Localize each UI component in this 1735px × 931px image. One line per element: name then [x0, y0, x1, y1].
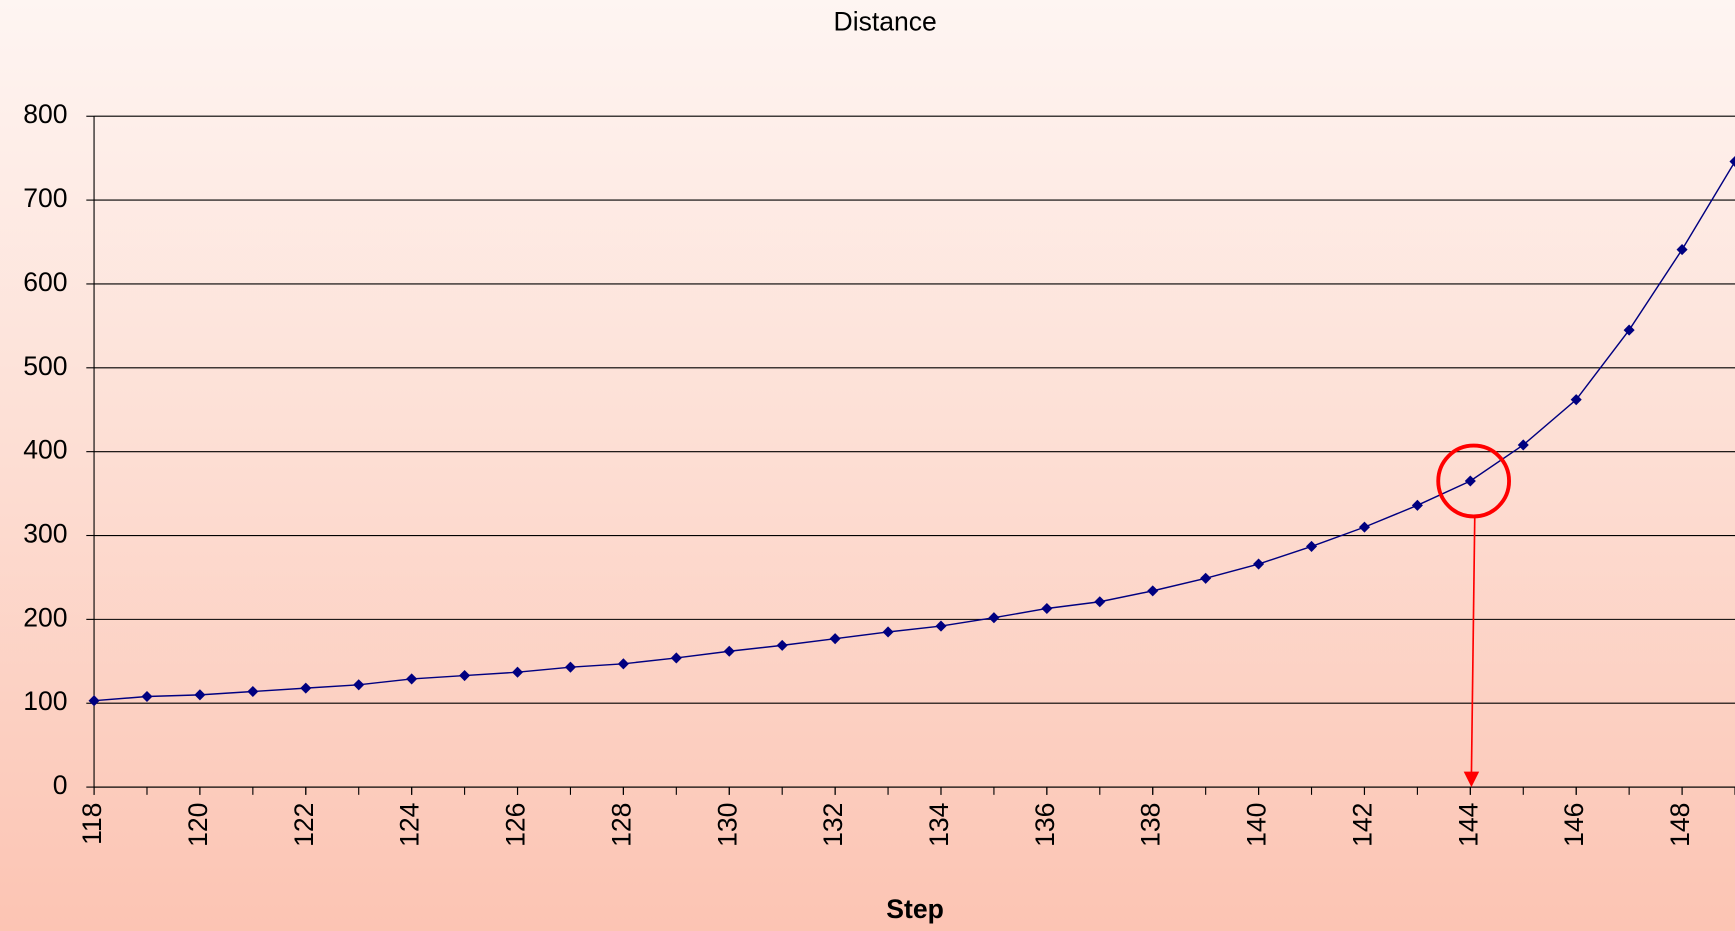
data-point	[141, 690, 153, 703]
y-tick-label: 0	[53, 770, 68, 800]
data-point	[1147, 585, 1159, 597]
data-point	[670, 652, 682, 664]
x-tick-label: 142	[1347, 803, 1377, 847]
data-point	[88, 695, 100, 707]
data-point	[1358, 521, 1370, 533]
y-tick-label: 400	[23, 435, 67, 465]
x-tick-label: 118	[77, 803, 107, 845]
x-tick-label: 120	[183, 803, 213, 847]
x-tick-label: 144	[1453, 803, 1483, 847]
x-tick-label: 132	[818, 803, 848, 847]
x-tick-label: 128	[606, 803, 636, 847]
highlight-circle	[1436, 443, 1511, 519]
y-tick-label: 500	[23, 351, 67, 381]
data-point	[1094, 596, 1106, 608]
data-point	[459, 670, 471, 682]
x-tick-label: 148	[1665, 803, 1695, 847]
x-tick-label: 124	[395, 803, 425, 847]
data-point	[988, 612, 1000, 624]
data-point	[194, 689, 206, 701]
y-tick-label: 700	[23, 183, 67, 213]
data-point	[1305, 540, 1318, 552]
y-tick-label: 300	[23, 519, 67, 549]
data-point	[1676, 244, 1688, 256]
data-point	[723, 645, 735, 657]
y-tick-label: 800	[23, 99, 67, 129]
data-point	[1729, 155, 1735, 168]
data-point	[1253, 558, 1265, 570]
data-point	[1464, 475, 1476, 487]
highlight-arrowhead	[1463, 771, 1480, 788]
data-point	[1411, 499, 1423, 511]
x-tick-label: 136	[1030, 803, 1060, 847]
data-point	[353, 679, 365, 691]
highlight-arrow	[1470, 517, 1476, 774]
x-tick-label: 146	[1559, 803, 1589, 847]
data-point	[882, 626, 894, 638]
data-point	[1570, 394, 1582, 406]
y-tick-label: 200	[23, 602, 67, 632]
x-tick-label: 140	[1242, 803, 1272, 847]
data-point	[1200, 572, 1212, 584]
x-tick-label: 134	[924, 803, 954, 847]
data-point	[406, 673, 418, 685]
data-point	[776, 639, 788, 651]
chart-title: Distance	[834, 6, 937, 36]
data-point	[617, 658, 629, 670]
x-tick-label: 126	[501, 803, 531, 847]
data-point	[300, 682, 312, 694]
x-tick-label: 122	[289, 803, 319, 847]
data-point	[511, 666, 524, 678]
x-tick-label: 130	[712, 803, 742, 847]
data-point	[1623, 324, 1635, 336]
data-point	[935, 620, 947, 632]
y-tick-label: 600	[23, 267, 67, 297]
x-tick-label: 138	[1136, 803, 1166, 847]
data-point	[829, 633, 841, 645]
data-line	[93, 161, 1735, 702]
data-point	[564, 661, 576, 673]
data-point	[1041, 602, 1053, 615]
y-tick-label: 100	[23, 686, 67, 716]
data-point	[247, 685, 259, 698]
x-axis-label: Step	[886, 894, 944, 924]
